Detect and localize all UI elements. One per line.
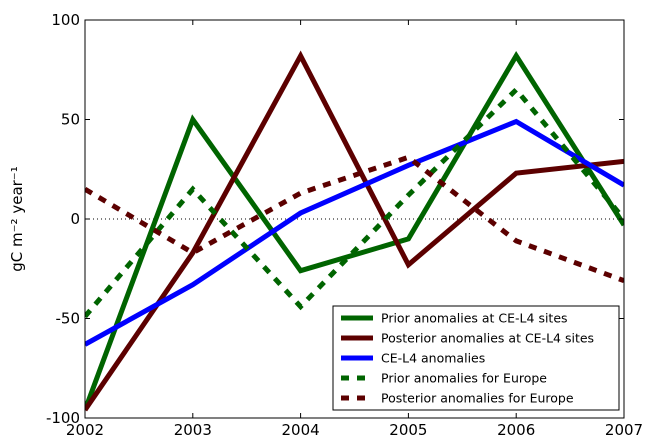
legend-box — [332, 305, 620, 411]
series-line-5 — [85, 154, 624, 284]
series-line-3 — [85, 118, 624, 347]
series-line-2 — [85, 50, 624, 412]
legend-label-1: Prior anomalies at CE-L4 sites — [381, 311, 568, 326]
y-tick-label: 100 — [51, 11, 80, 29]
series-line-4 — [85, 86, 624, 319]
x-tick-label: 2006 — [497, 421, 535, 437]
series-line-1 — [85, 51, 624, 411]
legend-label-5: Posterior anomalies for Europe — [381, 391, 574, 406]
y-tick-label: -100 — [46, 409, 80, 427]
x-tick-label: 2005 — [389, 421, 427, 437]
x-tick-label: 2003 — [174, 421, 212, 437]
x-tick-label: 2002 — [66, 421, 104, 437]
legend-label-3: CE-L4 anomalies — [381, 351, 485, 366]
x-tick-label: 2004 — [282, 421, 320, 437]
legend-label-2: Posterior anomalies at CE-L4 sites — [381, 331, 594, 346]
y-tick-label: 50 — [61, 111, 80, 129]
x-tick-label: 2007 — [605, 421, 643, 437]
legend-label-4: Prior anomalies for Europe — [381, 371, 547, 386]
y-tick-label: 0 — [70, 210, 80, 228]
y-axis-label: gC m⁻² year⁻¹ — [8, 166, 26, 271]
y-tick-label: -50 — [56, 310, 81, 328]
